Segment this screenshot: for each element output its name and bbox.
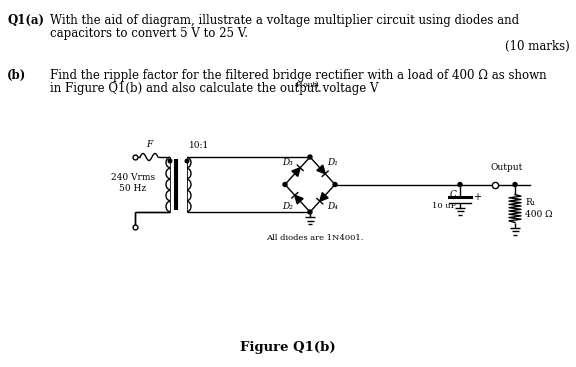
- Text: F: F: [146, 140, 152, 149]
- Text: 10:1: 10:1: [189, 141, 209, 150]
- Circle shape: [283, 182, 287, 186]
- Text: capacitors to convert 5 V to 25 V.: capacitors to convert 5 V to 25 V.: [50, 27, 248, 40]
- Text: With the aid of diagram, illustrate a voltage multiplier circuit using diodes an: With the aid of diagram, illustrate a vo…: [50, 14, 519, 27]
- Polygon shape: [320, 193, 328, 201]
- Circle shape: [333, 182, 337, 186]
- Text: R₁: R₁: [525, 198, 535, 207]
- Circle shape: [458, 182, 462, 186]
- Text: Find the ripple factor for the filtered bridge rectifier with a load of 400 Ω as: Find the ripple factor for the filtered …: [50, 69, 547, 82]
- Text: (10 marks): (10 marks): [505, 40, 570, 53]
- Circle shape: [185, 159, 189, 163]
- Circle shape: [308, 210, 312, 214]
- Text: All diodes are 1N4001.: All diodes are 1N4001.: [266, 234, 363, 242]
- Text: 400 Ω: 400 Ω: [525, 210, 552, 219]
- Polygon shape: [317, 165, 325, 174]
- Circle shape: [168, 159, 172, 163]
- Text: .: .: [318, 82, 322, 95]
- Text: D₁: D₁: [327, 158, 338, 167]
- Text: 10 uF: 10 uF: [433, 203, 457, 211]
- Text: Q1(a): Q1(a): [7, 14, 44, 27]
- Text: (b): (b): [7, 69, 26, 82]
- Text: D₄: D₄: [327, 202, 338, 211]
- Text: D₃: D₃: [282, 158, 293, 167]
- Circle shape: [513, 182, 517, 186]
- Text: P(out): P(out): [296, 81, 320, 89]
- Text: 50 Hz: 50 Hz: [119, 184, 146, 193]
- Text: C: C: [450, 190, 457, 199]
- Circle shape: [308, 155, 312, 159]
- Text: Output: Output: [491, 164, 523, 172]
- Text: +: +: [473, 193, 481, 203]
- Text: D₂: D₂: [282, 202, 293, 211]
- Text: Figure Q1(b): Figure Q1(b): [240, 341, 336, 354]
- Text: in Figure Q1(b) and also calculate the output voltage V: in Figure Q1(b) and also calculate the o…: [50, 82, 378, 95]
- Text: 240 Vrms: 240 Vrms: [111, 173, 155, 182]
- Polygon shape: [295, 195, 303, 204]
- Polygon shape: [292, 168, 300, 177]
